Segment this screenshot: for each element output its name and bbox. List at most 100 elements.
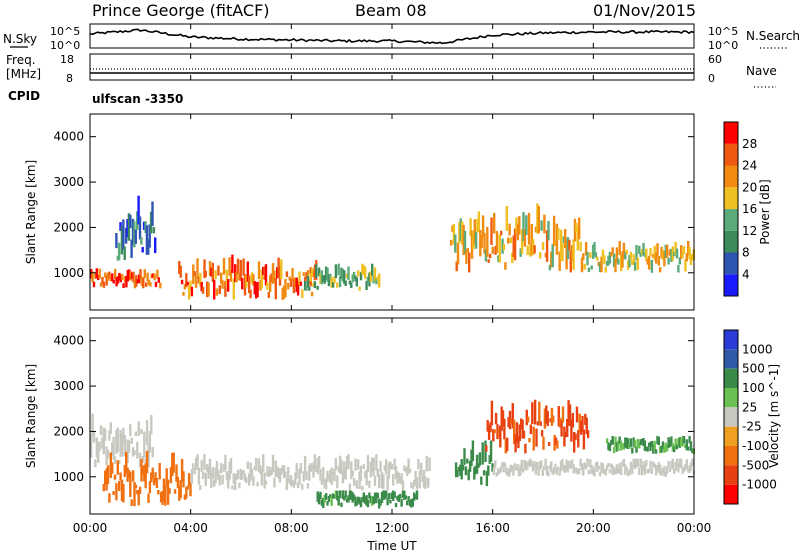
velocity-cell — [643, 440, 647, 451]
nave-tick-bottom: 0 — [708, 72, 715, 85]
x-tick-label: 08:00 — [274, 521, 309, 535]
date-title: 01/Nov/2015 — [593, 1, 696, 20]
velocity-cell — [260, 469, 263, 486]
power-cell — [310, 268, 314, 277]
velocity-cell — [364, 471, 367, 479]
power-cell — [136, 279, 139, 284]
velocity-cell — [660, 445, 663, 453]
velocity-cell — [213, 479, 216, 487]
power-cell — [298, 271, 301, 286]
velocity-cell — [182, 471, 185, 488]
freq-tick-bottom: 8 — [66, 72, 73, 85]
velocity-cell — [678, 437, 681, 448]
power-cell — [583, 263, 586, 270]
velocity-cell — [361, 485, 364, 491]
power-cell — [494, 245, 497, 255]
velocity-cell — [558, 470, 561, 476]
velocity-cell — [487, 465, 490, 476]
power-cell — [500, 230, 503, 236]
power-cell — [204, 270, 207, 278]
power-cell — [605, 260, 609, 267]
velocity-cell — [496, 468, 500, 475]
velocity-cell — [563, 426, 566, 447]
velocity-cell — [624, 464, 627, 475]
power-cell — [555, 223, 559, 255]
power-cell — [186, 281, 189, 286]
velocity-cell — [551, 470, 554, 475]
power-cell — [213, 279, 216, 300]
velocity-cell — [516, 463, 519, 471]
velocity-cell — [379, 500, 382, 506]
velocity-cell — [680, 458, 683, 469]
velocity-cell — [691, 448, 694, 453]
velocity-cell — [649, 460, 652, 471]
velocity-cell — [204, 472, 207, 486]
velocity-cell — [689, 441, 693, 452]
velocity-cell — [315, 466, 318, 472]
power-cell — [179, 265, 182, 278]
power-cell — [331, 282, 335, 288]
x-tick-label: 20:00 — [576, 521, 611, 535]
y-tick-label: 2000 — [53, 424, 84, 438]
power-cell — [537, 206, 540, 234]
velocity-cell — [525, 409, 528, 426]
velocity-cell — [515, 422, 519, 443]
power-cell — [320, 270, 324, 285]
velocity-cell — [582, 467, 585, 476]
power-cell — [264, 264, 268, 286]
power-cell — [306, 275, 310, 288]
power-cell — [671, 246, 674, 261]
power-cell — [262, 267, 265, 275]
power-cell — [491, 246, 494, 254]
power-cell — [91, 271, 94, 283]
velocity-cell — [492, 467, 496, 475]
velocity-cell — [580, 463, 584, 471]
velocity-cell — [143, 431, 146, 458]
velocity-cell — [131, 470, 135, 482]
power-cell — [123, 246, 126, 260]
velocity-cell — [341, 490, 345, 499]
power-cell — [603, 255, 606, 265]
velocity-cell — [94, 459, 97, 468]
power-cell — [568, 239, 571, 251]
velocity-cell — [169, 467, 173, 484]
power-cell — [598, 262, 602, 273]
velocity-cell — [193, 467, 196, 475]
velocity-colorbar: 1000 500 100 25 -25 -100 -500 -1000 — [723, 329, 777, 505]
power-cell — [303, 276, 307, 282]
velocity-cell — [248, 473, 251, 486]
power-cell — [361, 263, 364, 275]
velocity-cell — [541, 469, 544, 476]
power-cell — [586, 251, 589, 266]
velocity-cell — [130, 499, 133, 506]
power-cell — [621, 251, 624, 268]
velocity-cell — [554, 463, 557, 472]
velocity-cell — [207, 466, 210, 479]
power-cell — [455, 261, 458, 272]
power-cell — [192, 264, 195, 285]
power-cell — [498, 234, 501, 263]
power-cell — [116, 255, 119, 261]
velocity-cell — [536, 421, 540, 426]
velocity-cell — [161, 491, 164, 505]
power-cell — [131, 218, 135, 245]
power-cell — [640, 248, 644, 255]
velocity-cell — [649, 441, 652, 451]
power-cell — [127, 213, 131, 241]
power-cell — [551, 244, 554, 268]
power-cell — [152, 227, 156, 234]
velocity-cell — [506, 437, 509, 452]
velocity-cell — [392, 490, 395, 501]
velocity-cell — [379, 460, 382, 473]
velocity-cell — [617, 440, 620, 451]
velocity-cell — [317, 493, 321, 505]
velocity-cell — [138, 452, 142, 468]
velocity-cell — [383, 465, 386, 471]
power-cell — [610, 252, 613, 257]
power-cell — [366, 276, 370, 281]
velocity-cell — [531, 402, 534, 425]
velocity-cell — [647, 469, 651, 474]
power-cell — [221, 280, 224, 289]
velocity-cell — [122, 427, 125, 442]
velocity-cell — [148, 481, 152, 494]
